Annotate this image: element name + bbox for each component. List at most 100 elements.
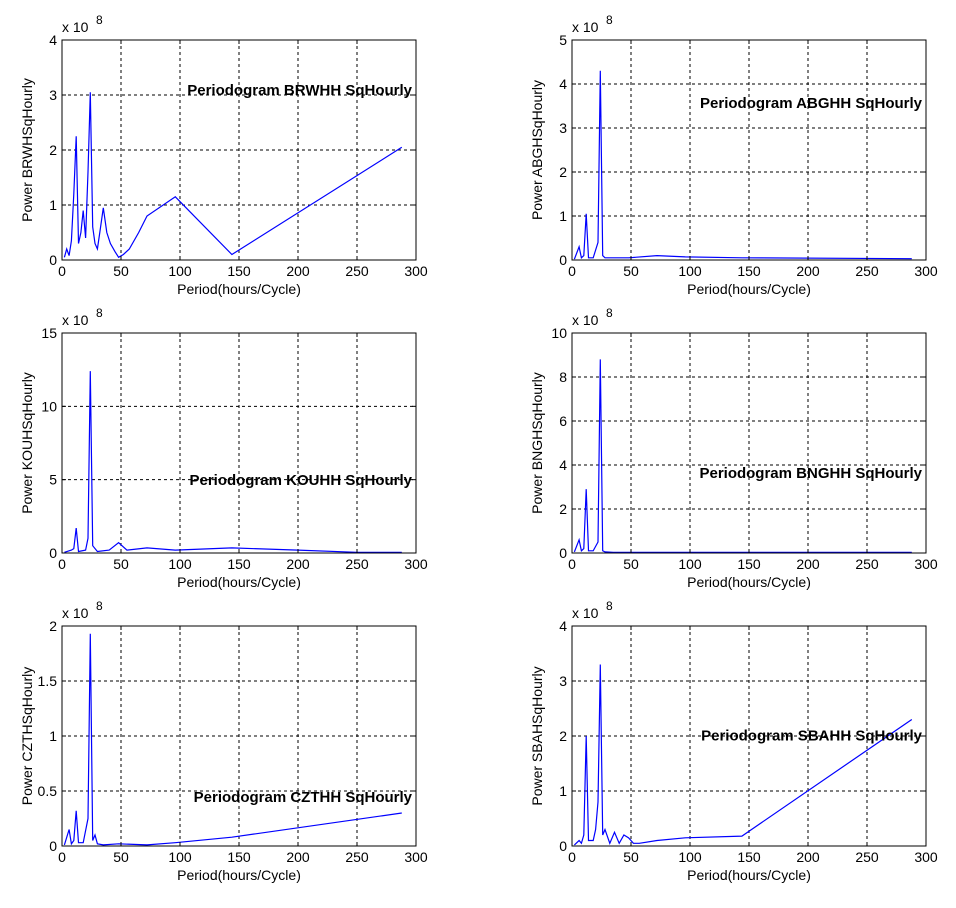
x-tick-label: 150: [737, 263, 761, 279]
y-axis-label: Power BRWHSqHourly: [19, 78, 35, 222]
x-axis-label: Period(hours/Cycle): [687, 867, 811, 883]
x-axis-label: Period(hours/Cycle): [687, 574, 811, 590]
x-tick-label: 0: [568, 849, 576, 865]
series-line: [573, 664, 913, 846]
y-tick-label: 2: [559, 728, 567, 744]
y-tick-label: 2: [49, 142, 57, 158]
x-tick-label: 50: [113, 849, 129, 865]
x-tick-label: 50: [623, 556, 639, 572]
periodogram-annotation: Periodogram BNGHH SqHourly: [699, 465, 922, 482]
x-tick-label: 250: [855, 556, 879, 572]
y-exponent-power: 8: [606, 306, 613, 320]
y-tick-label: 15: [41, 325, 57, 341]
y-tick-label: 10: [551, 325, 567, 341]
y-tick-label: 1: [559, 208, 567, 224]
y-axis-label: Power SBAHSqHourly: [529, 666, 545, 805]
periodogram-annotation: Periodogram KOUHH SqHourly: [189, 472, 412, 489]
x-axis-label: Period(hours/Cycle): [687, 281, 811, 297]
x-tick-label: 200: [796, 263, 820, 279]
y-exponent-label: x 10: [62, 19, 89, 35]
x-tick-label: 250: [855, 849, 879, 865]
x-tick-label: 100: [168, 263, 192, 279]
x-tick-label: 200: [796, 556, 820, 572]
series-line: [63, 92, 403, 259]
x-axis-label: Period(hours/Cycle): [177, 574, 301, 590]
x-tick-label: 100: [678, 556, 702, 572]
y-tick-label: 8: [559, 369, 567, 385]
x-tick-label: 0: [58, 263, 66, 279]
y-tick-label: 4: [49, 32, 57, 48]
y-axis-label: Power ABGHSqHourly: [529, 80, 545, 220]
x-tick-label: 50: [623, 849, 639, 865]
x-tick-label: 50: [113, 556, 129, 572]
x-tick-label: 250: [345, 849, 369, 865]
x-tick-label: 100: [168, 556, 192, 572]
y-tick-label: 4: [559, 457, 567, 473]
chart-panel: 0 50 100 150 200 250 300 0 1 2 3 4 x 10 8 Period(hours…: [529, 599, 938, 883]
y-exponent-power: 8: [606, 599, 613, 613]
x-tick-label: 300: [914, 849, 938, 865]
y-tick-label: 0: [49, 252, 57, 268]
x-axis-label: Period(hours/Cycle): [177, 281, 301, 297]
x-tick-label: 150: [737, 849, 761, 865]
x-tick-label: 100: [168, 849, 192, 865]
y-tick-label: 0: [49, 545, 57, 561]
y-exponent-label: x 10: [62, 605, 89, 621]
x-tick-label: 200: [286, 556, 310, 572]
y-tick-label: 1.5: [38, 673, 58, 689]
y-tick-label: 4: [559, 618, 567, 634]
x-tick-label: 100: [678, 263, 702, 279]
series-line: [63, 633, 402, 846]
series-line: [64, 371, 402, 553]
y-tick-label: 10: [41, 398, 57, 414]
y-exponent-label: x 10: [572, 19, 599, 35]
y-tick-label: 3: [49, 87, 57, 103]
y-tick-label: 4: [559, 76, 567, 92]
y-exponent-power: 8: [96, 599, 103, 613]
y-axis-label: Power BNGHSqHourly: [529, 372, 545, 514]
x-axis-label: Period(hours/Cycle): [177, 867, 301, 883]
x-tick-label: 50: [623, 263, 639, 279]
x-tick-label: 0: [58, 849, 66, 865]
x-tick-label: 250: [345, 556, 369, 572]
x-tick-label: 300: [914, 556, 938, 572]
y-tick-label: 2: [49, 618, 57, 634]
y-tick-label: 2: [559, 164, 567, 180]
x-tick-label: 50: [113, 263, 129, 279]
x-tick-label: 150: [227, 849, 251, 865]
periodogram-annotation: Periodogram SBAHH SqHourly: [701, 727, 923, 744]
chart-panel: 0 50 100 150 200 250 300 0 2 4 6 8 10 x 10 8 Period(hou…: [529, 306, 938, 590]
y-tick-label: 1: [49, 197, 57, 213]
x-tick-label: 300: [404, 556, 428, 572]
y-tick-label: 3: [559, 120, 567, 136]
chart-panel: 0 50 100 150 200 250 300 0 1 2 3 4 x 10 8 Period(hours…: [19, 13, 428, 297]
y-exponent-label: x 10: [572, 605, 599, 621]
x-tick-label: 200: [286, 263, 310, 279]
series-line: [573, 70, 912, 260]
y-exponent-power: 8: [96, 13, 103, 27]
x-tick-label: 300: [404, 263, 428, 279]
x-tick-label: 250: [855, 263, 879, 279]
x-tick-label: 150: [737, 556, 761, 572]
x-tick-label: 0: [568, 263, 576, 279]
y-tick-label: 0: [559, 252, 567, 268]
x-tick-label: 0: [568, 556, 576, 572]
periodogram-annotation: Periodogram ABGHH SqHourly: [700, 95, 923, 112]
series-line: [573, 359, 912, 553]
chart-panel: 0 50 100 150 200 250 300 0 0.5 1 1.5 2 x 10 8 Period(h…: [19, 599, 428, 883]
periodogram-annotation: Periodogram BRWHH SqHourly: [187, 82, 412, 99]
x-tick-label: 150: [227, 263, 251, 279]
y-tick-label: 0: [559, 838, 567, 854]
y-tick-label: 2: [559, 501, 567, 517]
y-exponent-label: x 10: [62, 312, 89, 328]
y-tick-label: 5: [49, 472, 57, 488]
x-tick-label: 0: [58, 556, 66, 572]
y-tick-label: 6: [559, 413, 567, 429]
y-tick-label: 1: [49, 728, 57, 744]
x-tick-label: 200: [286, 849, 310, 865]
y-tick-label: 3: [559, 673, 567, 689]
x-tick-label: 250: [345, 263, 369, 279]
y-tick-label: 0.5: [38, 783, 58, 799]
x-tick-label: 100: [678, 849, 702, 865]
